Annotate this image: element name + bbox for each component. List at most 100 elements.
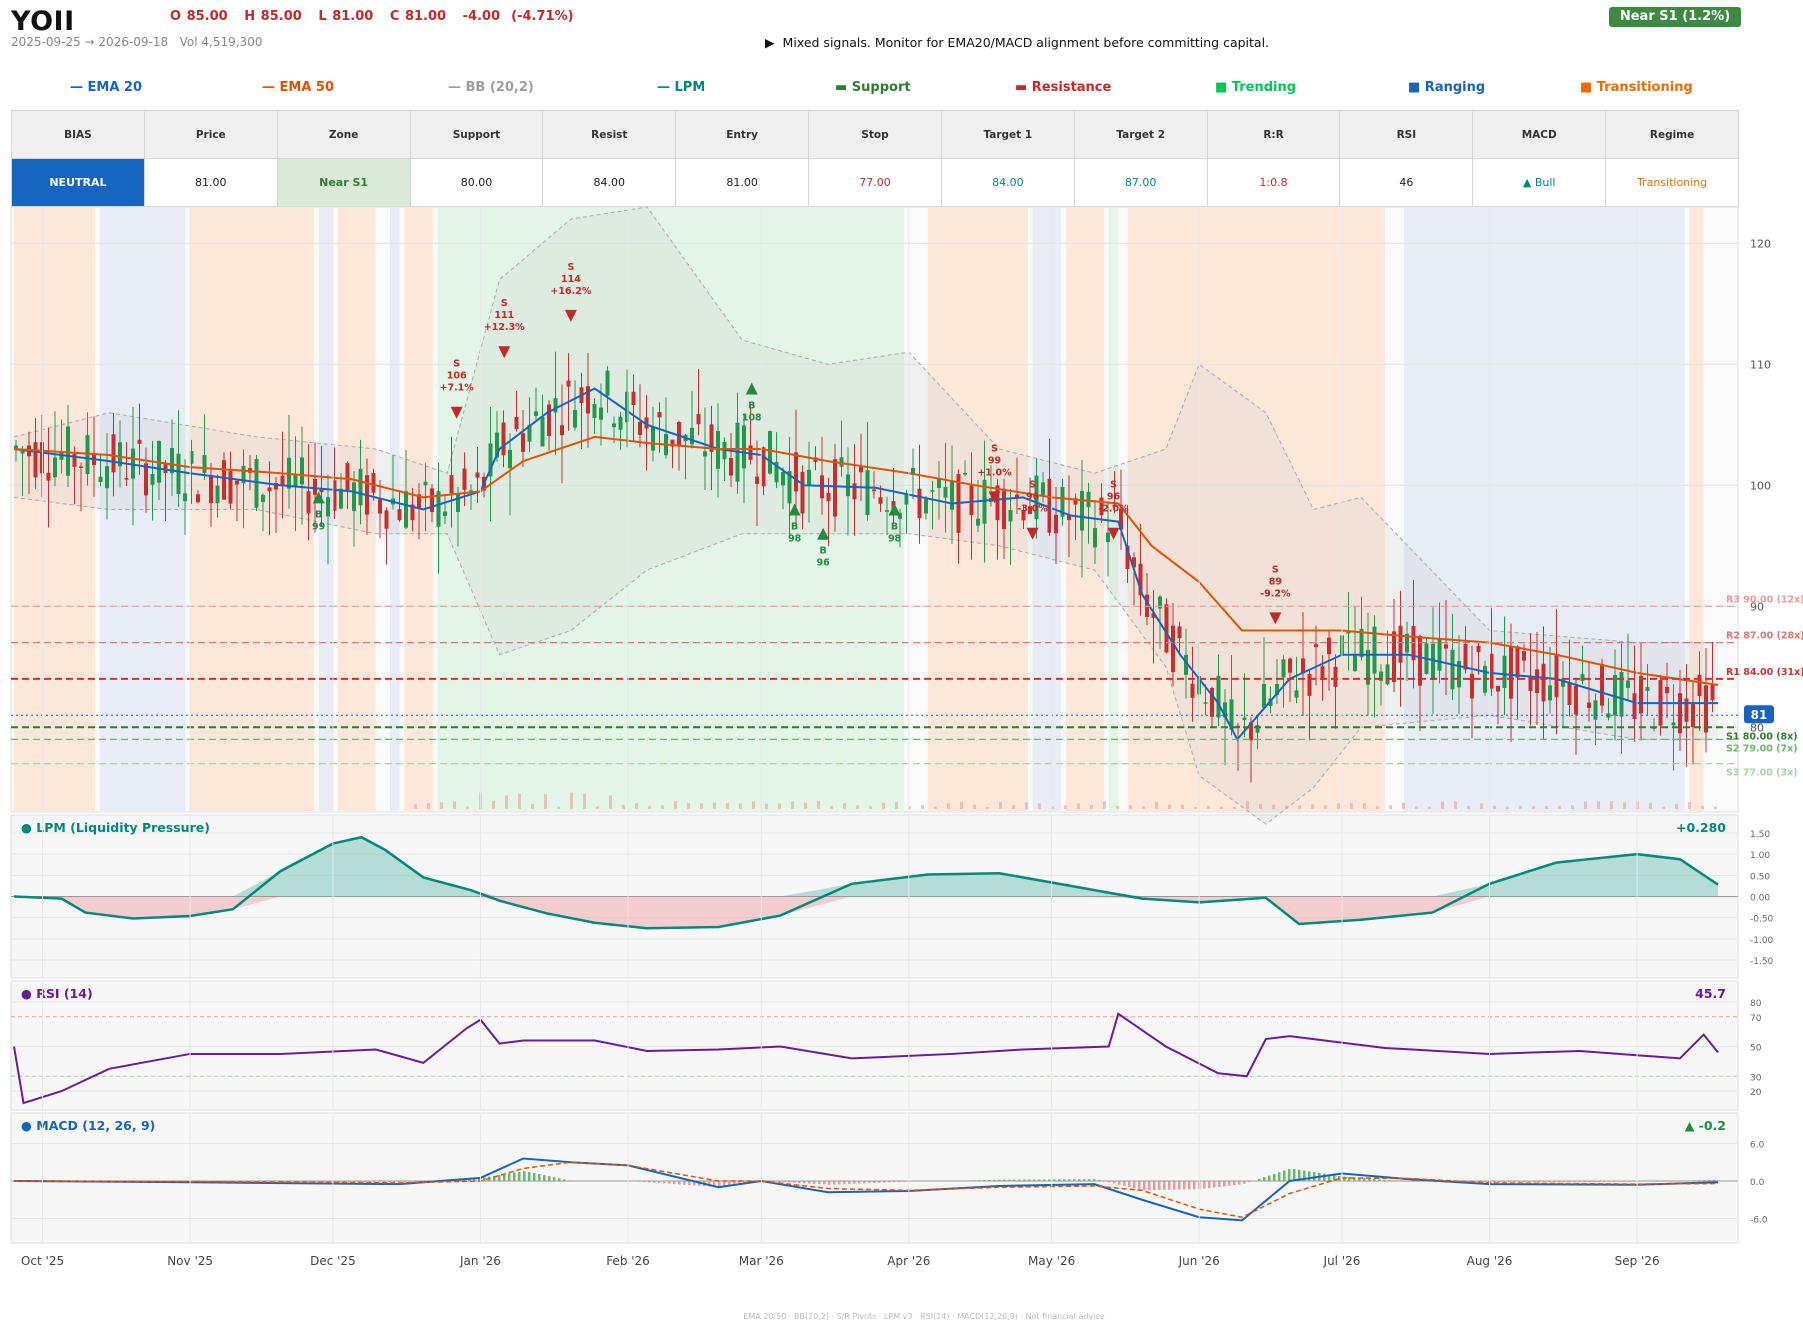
volume-bar <box>531 803 534 809</box>
macd-histogram-bar <box>1223 1181 1226 1187</box>
macd-histogram-bar <box>1188 1181 1191 1190</box>
macd-histogram-bar <box>1548 1181 1551 1183</box>
price-tick-label: 100 <box>1750 479 1771 492</box>
volume-bar <box>453 801 456 809</box>
macd-histogram-bar <box>1278 1172 1281 1181</box>
macd-histogram-bar <box>368 1181 371 1183</box>
sell-marker <box>498 346 511 359</box>
macd-histogram-bar <box>473 1178 476 1181</box>
macd-histogram-bar <box>1133 1181 1136 1189</box>
volume-bar <box>1220 806 1223 809</box>
macd-title: ● MACD (12, 26, 9) <box>21 1118 155 1133</box>
volume-bar <box>1025 802 1028 809</box>
x-tick-label: Oct '25 <box>21 1254 64 1268</box>
candle-body <box>924 499 928 514</box>
lpm-tick-label: -1.00 <box>1750 936 1774 946</box>
macd-histogram-bar <box>498 1175 501 1181</box>
macd-histogram-bar <box>328 1181 331 1183</box>
candle-body <box>488 443 493 477</box>
macd-histogram-bar <box>323 1181 326 1183</box>
candle-body <box>872 489 876 492</box>
candle-body <box>950 480 954 510</box>
macd-histogram-bar <box>1358 1177 1361 1181</box>
candle-body <box>417 494 421 509</box>
candle-body <box>1008 509 1013 522</box>
candle-body <box>677 422 681 447</box>
candle-body <box>1203 702 1208 704</box>
candle-body <box>1392 631 1396 683</box>
volume-bar <box>1545 805 1548 809</box>
macd-histogram-bar <box>318 1181 321 1183</box>
last-price-tag <box>1744 705 1774 724</box>
volume-bar <box>1181 804 1184 809</box>
stats-header-row: BIAS Price Zone Support Resist Entry Stop Targe… <box>11 110 1739 159</box>
macd-histogram-bar <box>1308 1171 1311 1181</box>
candle-body <box>430 488 434 513</box>
volume-bar <box>1493 805 1496 809</box>
macd-current-value: ▲ -0.2 <box>1685 1118 1726 1133</box>
candle-body <box>1307 673 1312 696</box>
stats-value-cell: 84.00 <box>542 158 677 207</box>
volume-bar <box>713 802 716 809</box>
buy-marker <box>888 503 901 516</box>
macd-histogram-bar <box>1053 1179 1056 1181</box>
macd-histogram-bar <box>713 1181 716 1187</box>
candle-body <box>1281 659 1286 678</box>
x-tick-label: Aug '26 <box>1467 1254 1513 1268</box>
legend-item: — EMA 20 <box>70 80 143 95</box>
volume-bar <box>1051 806 1054 809</box>
macd-histogram-bar <box>1213 1181 1216 1188</box>
regime-band <box>337 208 376 811</box>
volume-bar <box>856 805 859 809</box>
candle-body <box>1626 680 1630 688</box>
macd-histogram-bar <box>988 1179 991 1181</box>
volume-bar <box>557 806 560 809</box>
macd-histogram-bar <box>693 1181 696 1186</box>
candle-body <box>1528 675 1533 691</box>
macd-histogram-bar <box>468 1178 471 1181</box>
stats-value-cell: 87.00 <box>1073 158 1208 207</box>
candle-body <box>618 416 623 430</box>
macd-histogram-bar <box>1073 1179 1076 1181</box>
candle-body <box>911 468 915 475</box>
candle-body <box>1574 685 1578 715</box>
regime-band <box>437 208 905 811</box>
candle-body <box>1645 687 1650 692</box>
candle-body <box>1138 563 1143 596</box>
macd-histogram-bar <box>1333 1175 1336 1181</box>
macd-histogram-bar <box>1178 1181 1181 1190</box>
rsi-tick-label: 80 <box>1750 999 1762 1009</box>
macd-histogram-bar <box>1523 1181 1526 1183</box>
volume-bar <box>648 806 651 809</box>
candle-body <box>1294 690 1299 698</box>
candle-body <box>1106 532 1110 543</box>
volume-bar <box>843 803 846 809</box>
macd-histogram-bar <box>1328 1174 1331 1181</box>
candle-body <box>1171 625 1175 673</box>
candle-body <box>456 493 460 513</box>
macd-histogram-bar <box>1543 1181 1546 1183</box>
candle-body <box>670 439 675 447</box>
candle-body <box>66 426 70 476</box>
candle-body <box>1502 655 1507 688</box>
macd-tick-label: 0.0 <box>1750 1178 1765 1188</box>
macd-histogram-bar <box>1183 1181 1186 1190</box>
candle-body <box>943 486 948 498</box>
trade-marker-label: S 111 +12.3% <box>484 298 525 333</box>
macd-histogram-bar <box>1263 1177 1266 1181</box>
candle-body <box>1275 684 1279 695</box>
candle-body <box>176 453 181 495</box>
macd-histogram-bar <box>783 1181 786 1183</box>
candle-body <box>852 483 857 500</box>
macd-histogram-bar <box>1068 1179 1071 1181</box>
macd-histogram-bar <box>403 1181 406 1183</box>
candle-body <box>1333 666 1338 687</box>
candle-body <box>183 493 187 502</box>
macd-histogram-bar <box>1348 1177 1351 1181</box>
trade-marker-label: S 106 +7.1% <box>440 359 475 394</box>
volume-bar <box>817 801 820 809</box>
macd-histogram-bar <box>1163 1181 1166 1190</box>
candle-body <box>703 451 707 457</box>
stats-header-cell: Support <box>409 110 544 159</box>
macd-histogram-bar <box>1373 1178 1376 1181</box>
